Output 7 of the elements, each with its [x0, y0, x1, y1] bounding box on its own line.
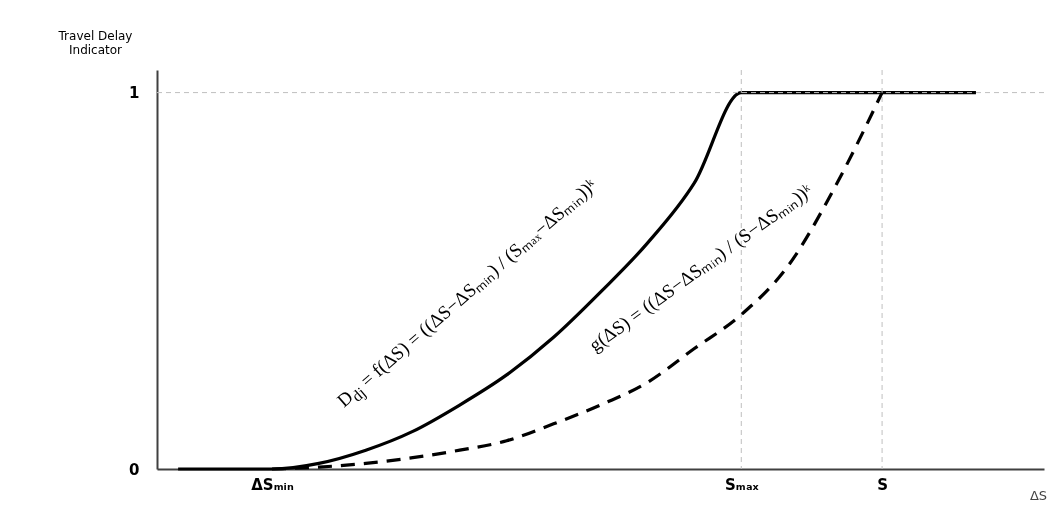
x-axis-title: ΔS — [1029, 487, 1048, 503]
y-tick-label: 0 — [129, 460, 140, 479]
x-tick-label: Sₘₐₓ — [724, 475, 760, 494]
x-tick-label: S — [877, 475, 888, 494]
y-tick-label: 1 — [129, 84, 140, 103]
y-axis-title: Travel Delay Indicator — [57, 28, 133, 57]
x-tick-label: ΔSₘᵢₙ — [251, 475, 294, 494]
